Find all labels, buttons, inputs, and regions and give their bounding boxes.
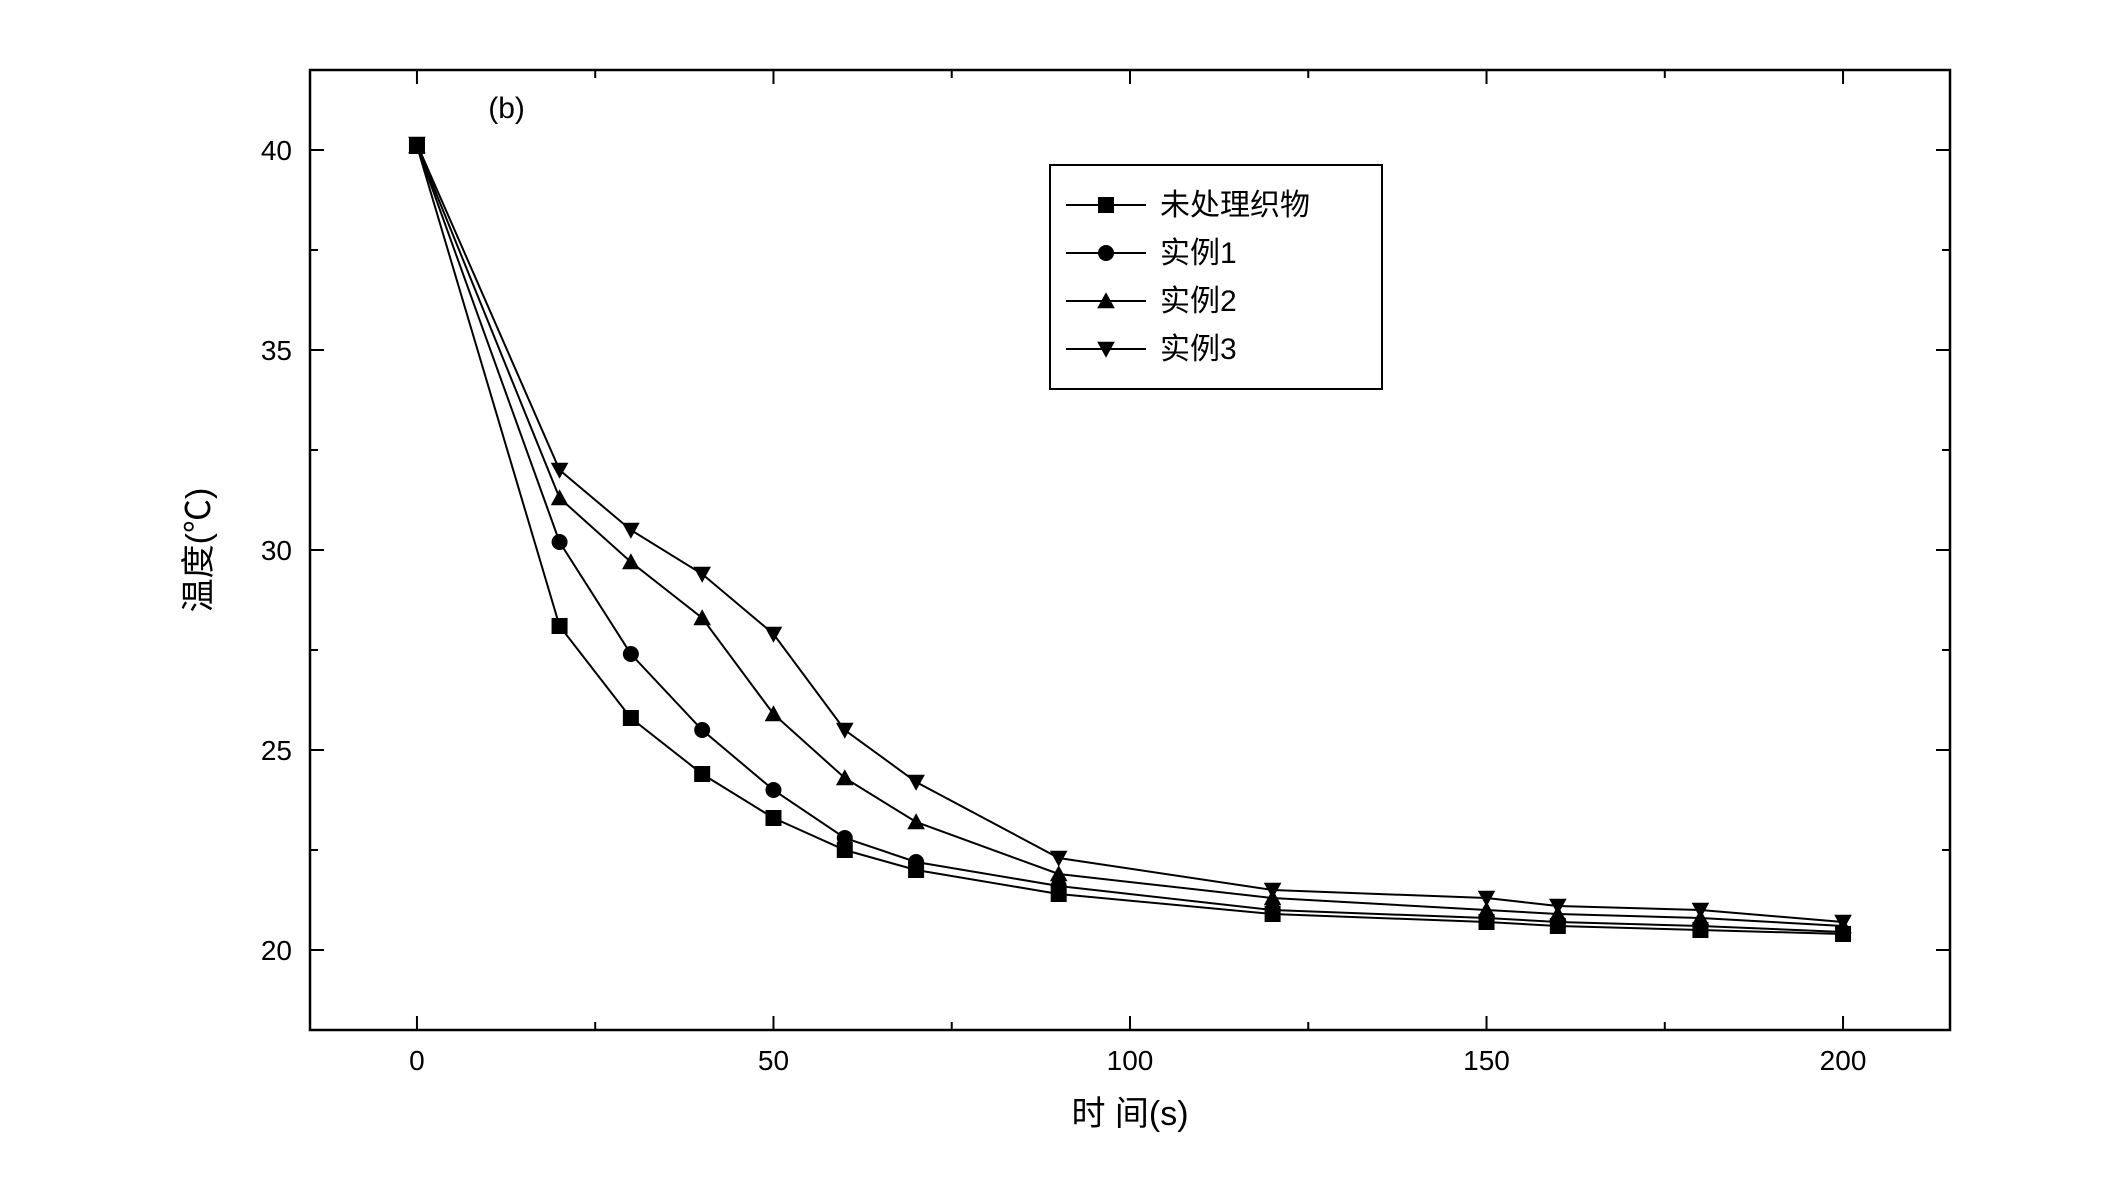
svg-text:20: 20 (261, 935, 292, 966)
svg-text:100: 100 (1107, 1045, 1154, 1076)
svg-text:150: 150 (1463, 1045, 1510, 1076)
svg-text:温度(℃): 温度(℃) (180, 488, 218, 613)
temperature-decay-chart: 0 50 100 150 200 20 25 30 35 40 时 间(s) 温度(℃) (b) 未处理织… (0, 0, 2124, 1180)
svg-text:实例1: 实例1 (1160, 237, 1237, 270)
svg-text:0: 0 (409, 1045, 425, 1076)
svg-text:未处理织物: 未处理织物 (1160, 189, 1310, 222)
svg-text:时 间(s): 时 间(s) (1071, 1095, 1188, 1133)
svg-text:200: 200 (1820, 1045, 1867, 1076)
svg-text:50: 50 (758, 1045, 789, 1076)
svg-text:(b): (b) (488, 92, 525, 125)
svg-text:30: 30 (261, 535, 292, 566)
chart-container: 0 50 100 150 200 20 25 30 35 40 时 间(s) 温度(℃) (b) 未处理织… (0, 0, 2124, 1180)
svg-text:40: 40 (261, 135, 292, 166)
svg-text:25: 25 (261, 735, 292, 766)
svg-text:35: 35 (261, 335, 292, 366)
svg-text:实例2: 实例2 (1160, 285, 1237, 318)
svg-text:实例3: 实例3 (1160, 333, 1237, 366)
